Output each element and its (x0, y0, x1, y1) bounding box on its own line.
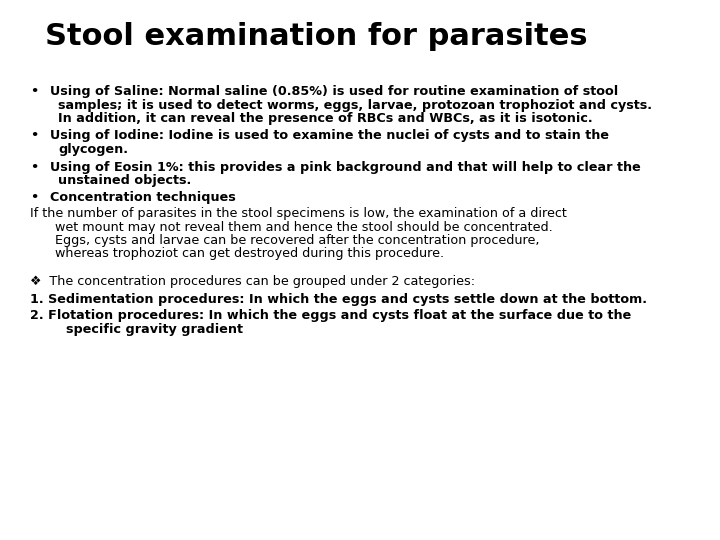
Text: 2. Flotation procedures: In which the eggs and cysts float at the surface due to: 2. Flotation procedures: In which the eg… (30, 309, 631, 322)
Text: specific gravity gradient: specific gravity gradient (30, 322, 243, 335)
Text: 1. Sedimentation procedures: In which the eggs and cysts settle down at the bott: 1. Sedimentation procedures: In which th… (30, 293, 647, 306)
Text: Using of Eosin 1%: this provides a pink background and that will help to clear t: Using of Eosin 1%: this provides a pink … (50, 160, 641, 173)
Text: Stool examination for parasites: Stool examination for parasites (45, 22, 588, 51)
Text: If the number of parasites in the stool specimens is low, the examination of a d: If the number of parasites in the stool … (30, 207, 567, 220)
Text: Eggs, cysts and larvae can be recovered after the concentration procedure,: Eggs, cysts and larvae can be recovered … (55, 234, 539, 247)
Text: •: • (30, 85, 38, 98)
Text: •: • (30, 160, 38, 173)
Text: whereas trophoziot can get destroyed during this procedure.: whereas trophoziot can get destroyed dur… (55, 247, 444, 260)
Text: Using of Iodine: Iodine is used to examine the nuclei of cysts and to stain the: Using of Iodine: Iodine is used to exami… (50, 130, 609, 143)
Text: ❖  The concentration procedures can be grouped under 2 categories:: ❖ The concentration procedures can be gr… (30, 275, 475, 288)
Text: unstained objects.: unstained objects. (58, 174, 192, 187)
Text: •: • (30, 192, 38, 205)
Text: wet mount may not reveal them and hence the stool should be concentrated.: wet mount may not reveal them and hence … (55, 220, 553, 233)
Text: Concentration techniques: Concentration techniques (50, 192, 235, 205)
Text: samples; it is used to detect worms, eggs, larvae, protozoan trophoziot and cyst: samples; it is used to detect worms, egg… (58, 98, 652, 111)
Text: •: • (30, 130, 38, 143)
Text: Using of Saline: Normal saline (0.85%) is used for routine examination of stool: Using of Saline: Normal saline (0.85%) i… (50, 85, 618, 98)
Text: glycogen.: glycogen. (58, 143, 128, 156)
Text: In addition, it can reveal the presence of RBCs and WBCs, as it is isotonic.: In addition, it can reveal the presence … (58, 112, 593, 125)
